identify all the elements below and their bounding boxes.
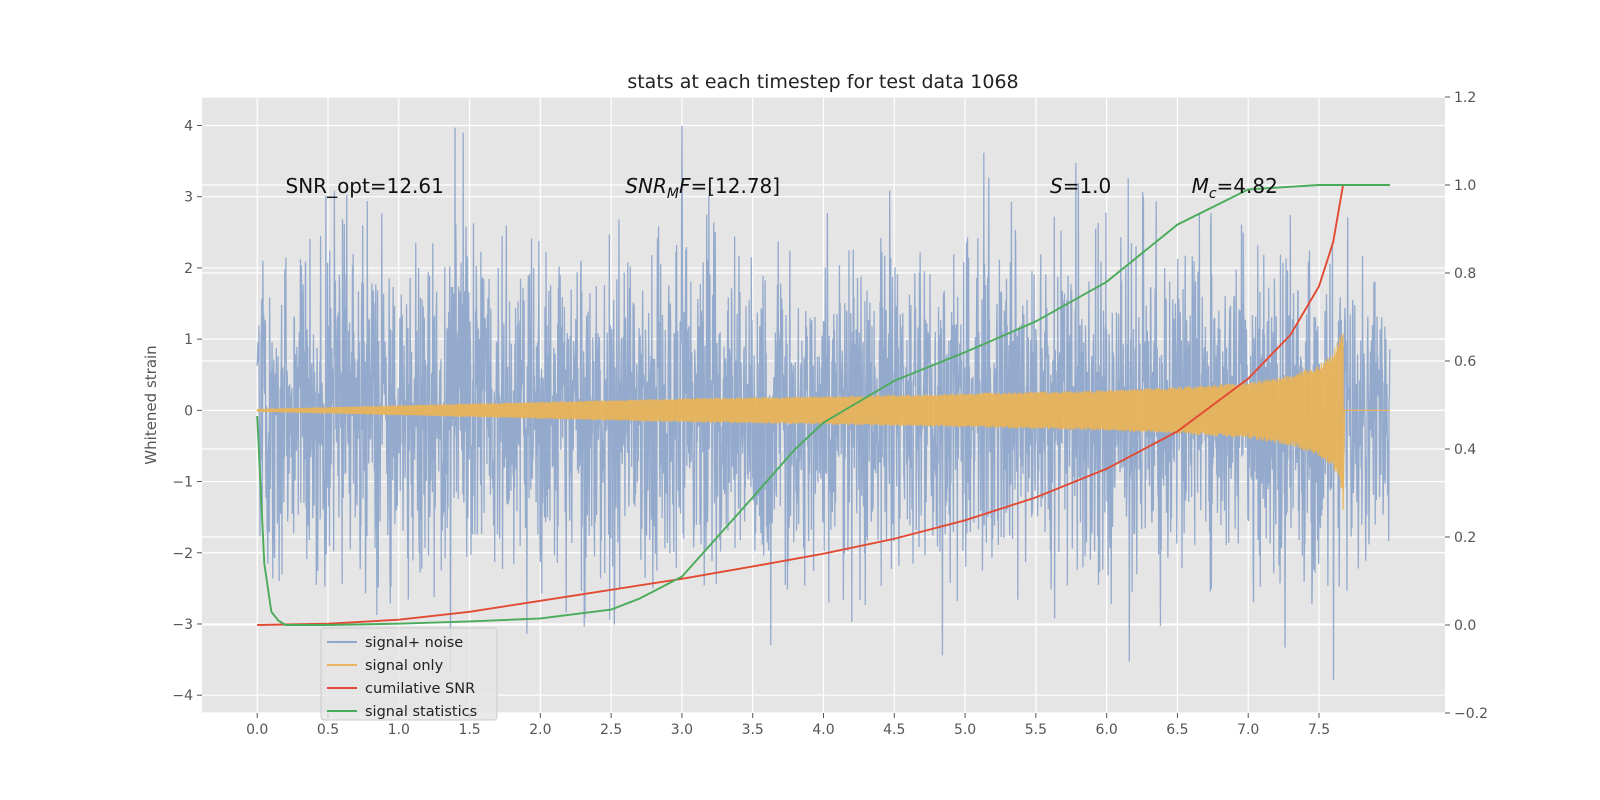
x-tick-label: 2.0: [529, 722, 551, 738]
x-tick-label: 0.5: [317, 722, 339, 738]
annotation-0: SNR_opt=12.61: [286, 174, 444, 198]
x-tick-label: 2.5: [600, 722, 622, 738]
series-signal-statistics-line: [256, 184, 1390, 626]
y-tick-label: −2: [172, 546, 193, 562]
legend-entry: cumilative SNR: [365, 681, 475, 697]
y-tick-label: −3: [172, 617, 193, 633]
chart-title: stats at each timestep for test data 106…: [627, 71, 1018, 93]
y-axis-label: Whitened strain: [142, 345, 160, 464]
legend-box: [320, 627, 498, 721]
x-tick-label: 4.0: [812, 722, 834, 738]
legend-entry: signal+ noise: [365, 635, 463, 651]
legend-entry: signal only: [365, 658, 444, 674]
x-tick-label: 0.0: [246, 722, 268, 738]
y-tick-label: 4: [184, 118, 193, 134]
x-tick-label: 4.5: [883, 722, 905, 738]
legend-entry: signal statistics: [365, 704, 477, 720]
y-tick-label: 3: [184, 190, 193, 206]
x-tick-label: 7.5: [1308, 722, 1330, 738]
x-tick-label: 3.5: [742, 722, 764, 738]
x-tick-label: 1.5: [458, 722, 480, 738]
y2-tick-label: −0.2: [1454, 706, 1488, 722]
annotation-3: Mc=4.82: [1192, 174, 1278, 202]
series-signal-only-line: [256, 333, 1390, 511]
y-tick-label: −1: [172, 475, 193, 491]
x-tick-label: 3.0: [671, 722, 693, 738]
x-tick-label: 5.5: [1025, 722, 1047, 738]
x-tick-label: 5.0: [954, 722, 976, 738]
x-tick-label: 7.0: [1237, 722, 1259, 738]
series-signal-noise-line: [256, 125, 1391, 681]
y2-tick-label: 0.0: [1454, 618, 1476, 634]
x-tick-label: 6.5: [1166, 722, 1188, 738]
y2-tick-label: 0.4: [1454, 442, 1476, 458]
y2-tick-label: 0.2: [1454, 530, 1476, 546]
series-cumilative-snr-line: [257, 184, 1390, 626]
y2-tick-label: 0.8: [1454, 266, 1476, 282]
legend: signal+ noise signal only cumilative SNR si…: [320, 627, 498, 721]
y2-tick-label: 1.2: [1454, 90, 1476, 106]
x-tick-label: 6.0: [1096, 722, 1118, 738]
y-tick-label: −4: [172, 688, 193, 704]
y2-tick-label: 1.0: [1454, 178, 1476, 194]
x-tick-label: 1.0: [388, 722, 410, 738]
annotation-1: SNRMF=[12.78]: [625, 174, 780, 202]
y-tick-label: 2: [184, 261, 193, 277]
annotation-2: S=1.0: [1050, 174, 1111, 198]
y2-tick-label: 0.6: [1454, 354, 1476, 370]
y-tick-label: 0: [184, 403, 193, 419]
y-tick-label: 1: [184, 332, 193, 348]
